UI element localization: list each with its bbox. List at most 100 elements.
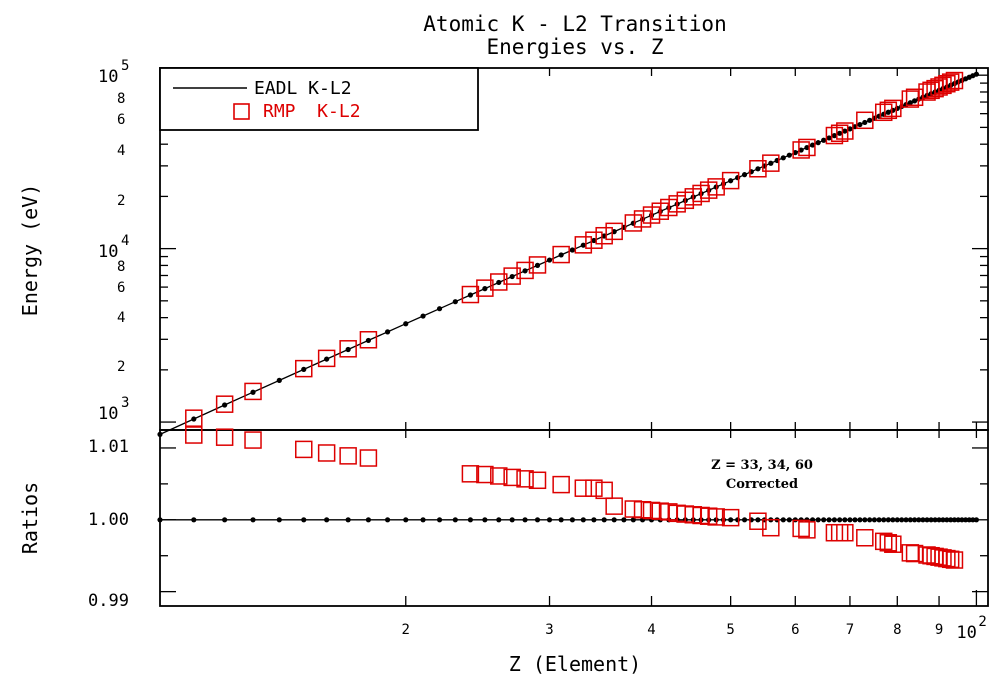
- y-tick-label-1e5: 10: [98, 67, 118, 87]
- ratio-point-eadl: [932, 517, 938, 523]
- top-point-eadl: [569, 247, 576, 253]
- top-point-eadl: [558, 252, 564, 258]
- ratio-point-eadl: [837, 517, 843, 523]
- ratio-point-rmp: [605, 497, 623, 515]
- ratio-point-eadl: [826, 517, 832, 523]
- ratio-point-eadl: [452, 517, 458, 523]
- x-tick-label: 3: [545, 622, 553, 638]
- top-point-eadl: [467, 292, 474, 298]
- top-point-rmp: [595, 226, 613, 245]
- top-point-eadl: [222, 402, 228, 408]
- chart-subtitle: Energies vs. Z: [486, 35, 663, 59]
- ratio-point-eadl: [324, 517, 330, 523]
- top-point-rmp: [317, 349, 336, 368]
- top-point-rmp: [585, 231, 603, 249]
- ratio-point-eadl: [630, 517, 636, 523]
- ratio-point-eadl: [621, 517, 627, 523]
- top-point-rmp: [874, 103, 893, 122]
- y-tick-label-1e3-exp: 3: [121, 395, 129, 411]
- x-tick-label: 5: [726, 622, 734, 638]
- ratio-point-eadl: [852, 517, 858, 523]
- top-point-rmp: [461, 285, 480, 304]
- ratio-point-rmp: [339, 447, 357, 465]
- top-point-rmp: [503, 267, 521, 285]
- y-tick-label-6e3: 6: [117, 280, 125, 296]
- ratio-point-eadl: [546, 517, 553, 523]
- ratio-point-rmp: [185, 426, 203, 444]
- top-point-eadl: [907, 100, 913, 106]
- top-point-rmp: [721, 171, 740, 190]
- top-point-eadl: [580, 242, 586, 248]
- ratio-point-eadl: [301, 517, 307, 523]
- ratio-point-rmp: [490, 467, 508, 485]
- ratio-point-eadl: [276, 517, 282, 523]
- ratio-point-eadl: [420, 517, 426, 523]
- top-point-rmp: [339, 340, 357, 358]
- ratio-tick-1-00: 1.00: [88, 510, 129, 530]
- top-point-eadl: [250, 389, 256, 395]
- ratio-point-eadl: [876, 517, 882, 523]
- ratio-point-rmp: [707, 508, 725, 526]
- ratio-point-rmp: [461, 465, 480, 483]
- ratio-point-eadl: [903, 517, 909, 523]
- top-point-eadl: [420, 313, 426, 319]
- ratio-point-rmp: [749, 512, 767, 530]
- y-tick-label-1e4-exp: 4: [121, 233, 129, 249]
- ratio-point-eadl: [591, 517, 597, 523]
- top-point-rmp: [830, 124, 849, 143]
- x-tick-label: 7: [846, 622, 854, 638]
- ratio-point-eadl: [728, 517, 734, 523]
- ratio-point-rmp: [721, 508, 740, 527]
- ratio-point-rmp: [552, 475, 570, 494]
- top-point-eadl: [591, 237, 597, 244]
- ratio-point-rmp: [762, 518, 780, 537]
- ratio-point-eadl: [157, 517, 163, 523]
- ratio-point-eadl: [611, 517, 617, 523]
- top-point-eadl: [546, 257, 553, 263]
- top-point-eadl: [522, 268, 528, 274]
- annotation-line-1: Z = 33, 34, 60: [711, 458, 813, 473]
- ratio-point-rmp: [792, 519, 810, 538]
- y-tick-label-8e4: 8: [117, 91, 125, 107]
- ratio-point-rmp: [244, 431, 262, 449]
- ratio-point-eadl: [384, 517, 391, 523]
- ratio-point-eadl: [496, 517, 502, 523]
- ratio-point-eadl: [966, 517, 972, 523]
- top-point-rmp: [624, 214, 643, 232]
- top-point-rmp: [884, 99, 902, 118]
- ratio-point-eadl: [871, 517, 878, 523]
- top-point-eadl: [741, 172, 748, 178]
- ratio-point-eadl: [601, 517, 607, 523]
- ratio-point-rmp: [905, 544, 924, 563]
- top-point-rmp: [215, 395, 234, 413]
- ratio-point-eadl: [403, 517, 409, 523]
- top-point-eadl: [804, 144, 810, 151]
- top-point-rmp: [762, 154, 780, 172]
- top-point-eadl: [780, 155, 786, 161]
- legend-box: [159, 67, 479, 131]
- ratio-point-eadl: [558, 517, 564, 523]
- ratio-point-rmp: [295, 440, 313, 459]
- top-point-rmp: [707, 178, 725, 196]
- ratio-point-eadl: [862, 517, 868, 523]
- top-point-eadl: [436, 306, 443, 312]
- top-point-eadl: [755, 166, 761, 172]
- ratio-point-eadl: [522, 517, 528, 523]
- y-tick-label-6e4: 6: [117, 112, 125, 128]
- bottom-axis-ticks: [160, 430, 988, 606]
- y-tick-label-1e3: 10: [98, 404, 118, 424]
- ratio-point-eadl: [755, 517, 761, 523]
- ratio-point-rmp: [585, 479, 603, 497]
- top-point-rmp: [359, 331, 378, 349]
- x-axis-label: Z (Element): [509, 652, 641, 676]
- top-point-rmp: [516, 261, 534, 280]
- top-point-rmp: [476, 279, 494, 297]
- chart-title: Atomic K - L2 Transition: [423, 12, 726, 36]
- ratio-tick-0-99: 0.99: [88, 591, 129, 611]
- ratio-point-eadl: [569, 517, 576, 523]
- ratio-point-rmp: [945, 551, 964, 569]
- bottom-plot-series: [157, 426, 980, 569]
- ratio-point-eadl: [831, 517, 838, 523]
- top-point-eadl: [792, 149, 798, 156]
